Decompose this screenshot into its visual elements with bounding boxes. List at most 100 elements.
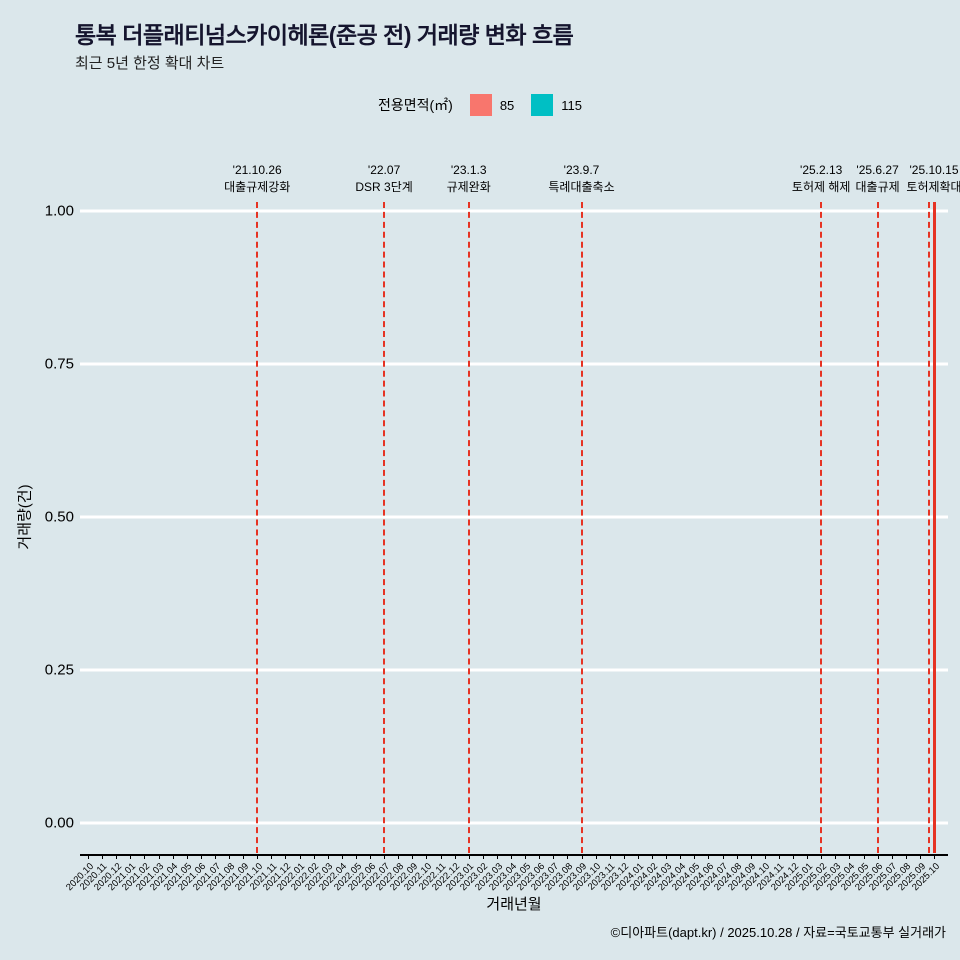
event-annotation: '25.2.13 토허제 해제 — [792, 162, 851, 196]
event-label: 특례대출축소 — [548, 180, 615, 194]
x-tick-mark — [652, 854, 653, 859]
event-date: '22.07 — [367, 163, 401, 177]
event-line — [876, 202, 879, 853]
x-tick-mark — [722, 854, 724, 859]
chart-title: 통복 더플래티넘스카이헤론(준공 전) 거래량 변화 흐름 — [75, 22, 574, 48]
legend: 전용면적(㎡) 85 115 — [0, 92, 960, 118]
x-axis-title: 거래년월 — [486, 896, 542, 913]
event-date: '25.10.15 — [909, 163, 959, 177]
x-tick-mark — [327, 854, 329, 859]
x-tick-mark — [736, 854, 738, 859]
event-annotation: '23.1.3 규제완화 — [447, 162, 491, 196]
x-tick-mark — [299, 854, 301, 859]
x-tick-mark — [285, 854, 287, 859]
footer-credit: ©디아파트(dapt.kr) / 2025.10.28 / 자료=국토교통부 실… — [610, 925, 946, 940]
x-tick-mark — [595, 854, 597, 859]
x-tick-mark — [271, 854, 273, 859]
x-tick-mark — [172, 854, 174, 859]
x-tick-mark — [666, 854, 668, 859]
y-tick-label: 0.00 — [44, 814, 74, 832]
x-tick-mark — [200, 854, 202, 859]
x-tick-mark — [384, 854, 386, 859]
x-tick-mark — [849, 854, 851, 859]
x-tick-mark — [863, 854, 865, 859]
x-tick-mark — [102, 854, 104, 859]
event-annotation: '23.9.7 특례대출축소 — [548, 162, 614, 196]
event-line — [580, 202, 583, 853]
x-tick-mark — [708, 854, 710, 859]
gridline — [80, 209, 948, 213]
y-tick-label: 0.75 — [44, 355, 74, 373]
event-annotation: '25.6.27 대출규제 — [856, 162, 900, 196]
x-tick-mark — [440, 854, 442, 859]
x-tick-mark — [680, 854, 682, 859]
chart-subtitle: 최근 5년 한정 확대 차트 — [75, 55, 225, 72]
x-tick-mark — [821, 854, 823, 859]
legend-item-label: 115 — [561, 97, 583, 113]
x-tick-mark — [637, 854, 639, 859]
x-tick-mark — [623, 854, 625, 859]
event-label: 규제완화 — [446, 180, 491, 194]
x-tick-mark — [426, 854, 428, 859]
x-tick-mark — [778, 854, 780, 859]
event-line — [467, 202, 470, 853]
x-tick-mark — [694, 854, 696, 859]
event-label: DSR 3단계 — [355, 180, 413, 194]
gridline — [80, 668, 948, 672]
x-tick-mark — [511, 854, 512, 859]
legend-swatch-85 — [469, 94, 492, 116]
x-tick-mark — [905, 854, 907, 859]
x-tick-mark — [891, 854, 893, 859]
x-tick-mark — [313, 854, 315, 859]
x-tick-mark — [609, 854, 611, 859]
x-tick-mark — [581, 854, 583, 859]
event-label: 대출규제강화 — [224, 180, 291, 194]
x-tick-mark — [88, 854, 89, 859]
x-axis-line — [80, 854, 948, 856]
y-tick-label: 1.00 — [44, 202, 74, 220]
gridline — [80, 515, 948, 519]
x-tick-mark — [793, 854, 794, 859]
event-label: 토허제확대 — [906, 180, 960, 194]
x-tick-mark — [144, 854, 146, 859]
event-line — [256, 202, 259, 853]
event-label: 토허제 해제 — [791, 180, 851, 194]
x-tick-mark — [130, 854, 132, 859]
x-tick-mark — [454, 854, 456, 859]
x-tick-mark — [525, 854, 527, 859]
x-tick-mark — [186, 854, 188, 859]
y-tick-label: 0.25 — [44, 661, 74, 679]
event-annotation: '25.10.15 토허제확대 — [906, 162, 960, 196]
x-tick-mark — [398, 854, 400, 859]
x-tick-mark — [468, 854, 470, 859]
event-line — [383, 202, 386, 853]
event-annotation: '21.10.26 대출규제강화 — [224, 162, 290, 196]
x-tick-mark — [567, 854, 569, 859]
x-tick-mark — [835, 854, 837, 859]
legend-item-85: 85 — [469, 94, 515, 116]
x-tick-mark — [243, 854, 245, 859]
event-line — [932, 202, 936, 853]
x-tick-mark — [750, 854, 752, 859]
gridline — [80, 821, 948, 825]
x-tick-mark — [496, 854, 498, 859]
gridline — [80, 362, 948, 366]
event-date: '23.9.7 — [563, 163, 600, 177]
x-tick-mark — [257, 854, 259, 859]
event-date: '23.1.3 — [450, 163, 487, 177]
x-tick-mark — [877, 854, 879, 859]
legend-swatch-115 — [531, 94, 554, 116]
x-tick-mark — [355, 854, 357, 859]
legend-item-label: 85 — [499, 97, 515, 113]
event-date: '25.2.13 — [800, 163, 843, 177]
x-tick-mark — [214, 854, 216, 859]
y-tick-label: 0.50 — [44, 508, 74, 526]
x-tick-mark — [919, 854, 921, 859]
legend-title: 전용면적(㎡) — [377, 97, 453, 113]
x-tick-mark — [934, 854, 935, 859]
event-line — [928, 202, 930, 853]
x-tick-mark — [341, 854, 343, 859]
event-line — [820, 202, 823, 853]
